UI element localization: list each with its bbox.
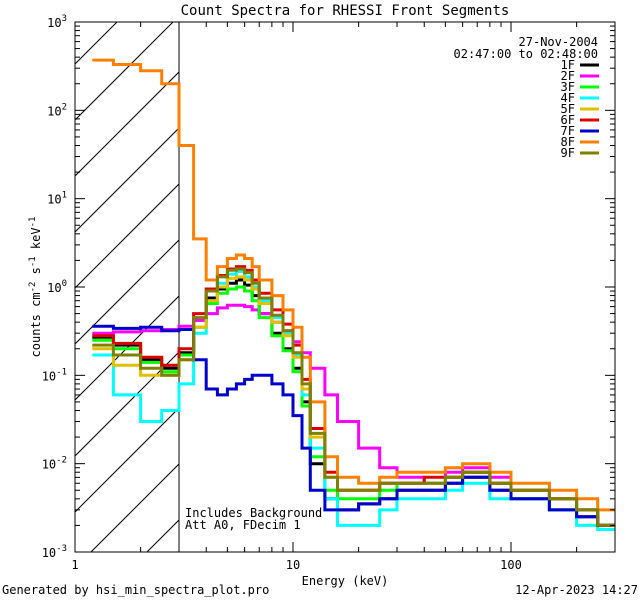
- series-line-7f: [92, 324, 615, 527]
- series-line-1f: [92, 278, 615, 527]
- x-tick-label: 10: [286, 558, 300, 572]
- date-label: 27-Nov-2004: [519, 35, 598, 49]
- series-line-5f: [92, 275, 615, 527]
- annotation-background: Includes Background: [185, 506, 322, 520]
- x-tick-label: 100: [500, 558, 522, 572]
- y-tick-label: 10-3: [42, 544, 67, 560]
- legend-label-9f: 9F: [561, 146, 575, 160]
- legend-label-7f: 7F: [561, 124, 575, 138]
- y-tick-label: 101: [47, 191, 67, 207]
- legend-label-8f: 8F: [561, 135, 575, 149]
- y-tick-label: 10-1: [42, 367, 67, 383]
- series-line-9f: [92, 267, 615, 527]
- legend-label-3f: 3F: [561, 80, 575, 94]
- y-tick-label: 10-2: [42, 456, 67, 472]
- hatch-lines: [75, 22, 180, 552]
- legend-label-1f: 1F: [561, 58, 575, 72]
- annotation-attenuator: Att A0, FDecim 1: [185, 518, 301, 532]
- series-line-2f: [92, 303, 615, 527]
- y-tick-label: 103: [47, 14, 67, 30]
- series-line-8f: [92, 58, 615, 512]
- y-axis-label: counts cm-2 s-1 keV-1: [28, 217, 43, 358]
- series-line-6f: [92, 265, 615, 527]
- series-layer: [92, 58, 615, 531]
- plot-frame: [74, 21, 616, 553]
- legend-label-2f: 2F: [561, 69, 575, 83]
- hatched-region: [75, 22, 180, 552]
- x-tick-label: 1: [71, 558, 78, 572]
- timestamp-label: 12-Apr-2023 14:27: [515, 583, 638, 597]
- generated-by-label: Generated by hsi_min_spectra_plot.pro: [2, 583, 269, 597]
- legend-label-5f: 5F: [561, 102, 575, 116]
- y-tick-label: 102: [47, 102, 67, 118]
- chart-title: Count Spectra for RHESSI Front Segments: [181, 3, 510, 19]
- y-tick-label: 100: [47, 279, 67, 295]
- axis-ticks: 1 10 100 10-3 10-2 10-1 100 101 102 103: [42, 14, 616, 572]
- time-range-label: 02:47:00 to 02:48:00: [454, 47, 599, 61]
- legend-label-6f: 6F: [561, 113, 575, 127]
- x-axis-label: Energy (keV): [302, 574, 389, 588]
- legend-label-4f: 4F: [561, 91, 575, 105]
